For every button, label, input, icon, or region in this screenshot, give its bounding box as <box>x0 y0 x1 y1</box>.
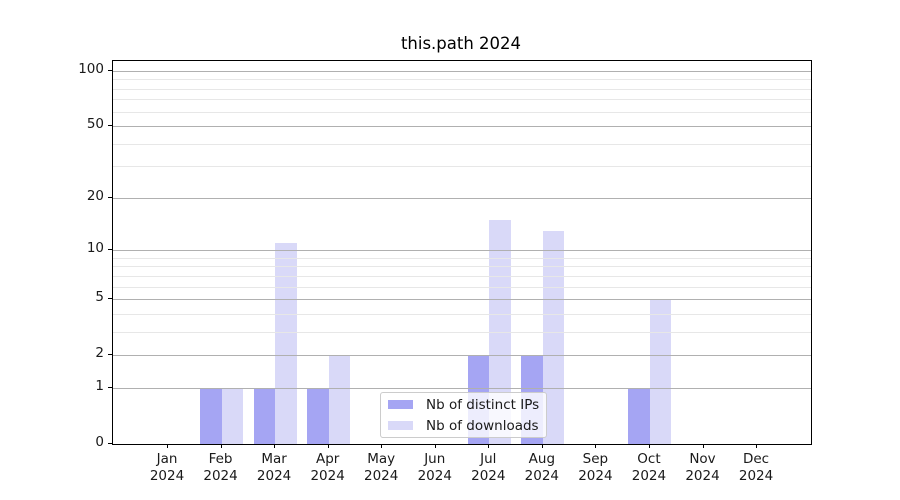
y-tickmark <box>108 386 112 388</box>
x-tickmark <box>434 444 436 448</box>
minor-gridline <box>113 275 811 277</box>
y-tick-label: 10 <box>86 240 104 257</box>
y-tick-label: 50 <box>86 116 104 133</box>
x-tickmark <box>274 444 276 448</box>
x-tick-label: Dec 2024 <box>738 451 774 484</box>
bar-downloads <box>542 230 565 444</box>
x-tick-label: Mar 2024 <box>256 451 292 484</box>
y-tickmark <box>108 70 112 71</box>
minor-gridline <box>113 166 811 168</box>
x-tick-label: May 2024 <box>364 451 399 484</box>
bar-downloads <box>221 387 244 444</box>
y-tick-label: 5 <box>95 289 104 306</box>
x-tick-label: Jan 2024 <box>149 451 185 484</box>
x-tick-label: Sep 2024 <box>578 451 613 484</box>
x-tick-label: Oct 2024 <box>631 451 667 484</box>
bar-downloads <box>328 355 351 444</box>
y-tickmark <box>108 249 112 251</box>
x-tickmark <box>488 444 490 448</box>
x-tick-label: Aug 2024 <box>524 451 560 484</box>
chart-title: this.path 2024 <box>400 34 522 53</box>
bar-distinct-ips <box>307 387 329 444</box>
minor-gridline <box>113 313 811 315</box>
y-tick-label: 2 <box>95 345 104 362</box>
y-tickmark <box>108 196 112 198</box>
y-tickmark <box>108 125 112 127</box>
major-gridline <box>113 387 811 389</box>
y-tick-label: 0 <box>95 434 104 450</box>
bar-downloads <box>275 243 297 444</box>
y-tick-label: 20 <box>86 187 104 204</box>
minor-gridline <box>113 143 811 145</box>
legend-label-distinct-ips: Nb of distinct IPs <box>426 396 540 413</box>
major-gridline <box>113 355 811 357</box>
y-tick-label: 100 <box>78 61 104 77</box>
x-tick-label: Jun 2024 <box>417 451 452 484</box>
x-tickmark <box>702 444 704 448</box>
legend-label-downloads: Nb of downloads <box>426 417 539 434</box>
legend-row-downloads: Nb of downloads <box>381 417 546 435</box>
legend: Nb of distinct IPs Nb of downloads <box>380 392 547 438</box>
legend-swatch-distinct-ips <box>388 400 413 409</box>
major-gridline <box>113 126 811 128</box>
minor-gridline <box>113 79 811 81</box>
x-tickmark <box>381 444 383 448</box>
major-gridline <box>113 250 811 252</box>
plot-area <box>112 60 812 445</box>
major-gridline <box>113 299 811 301</box>
major-gridline <box>113 71 811 72</box>
x-tick-label: Apr 2024 <box>310 451 345 484</box>
x-tickmark <box>541 444 543 448</box>
legend-swatch-downloads <box>388 421 413 430</box>
y-tickmark <box>108 298 112 300</box>
x-tickmark <box>167 444 168 448</box>
x-tickmark <box>595 444 597 448</box>
legend-row-distinct-ips: Nb of distinct IPs <box>381 396 546 414</box>
x-tickmark <box>220 444 222 448</box>
minor-gridline <box>113 257 811 259</box>
y-tickmark <box>108 354 112 356</box>
major-gridline <box>113 197 811 199</box>
minor-gridline <box>113 266 811 268</box>
bar-distinct-ips <box>628 387 650 444</box>
minor-gridline <box>113 111 811 113</box>
x-tick-label: Nov 2024 <box>685 451 720 484</box>
minor-gridline <box>113 331 811 333</box>
minor-gridline <box>113 88 811 90</box>
y-tickmark <box>108 443 112 444</box>
x-tick-label: Feb 2024 <box>203 451 238 484</box>
minor-gridline <box>113 99 811 101</box>
y-tick-label: 1 <box>95 377 104 394</box>
minor-gridline <box>113 286 811 288</box>
bar-distinct-ips <box>200 387 222 444</box>
x-tick-label: Jul 2024 <box>471 451 506 484</box>
x-tickmark <box>648 444 650 448</box>
bar-downloads <box>649 299 672 444</box>
bar-distinct-ips <box>253 387 276 444</box>
x-tickmark <box>756 444 758 448</box>
x-tickmark <box>327 444 329 448</box>
